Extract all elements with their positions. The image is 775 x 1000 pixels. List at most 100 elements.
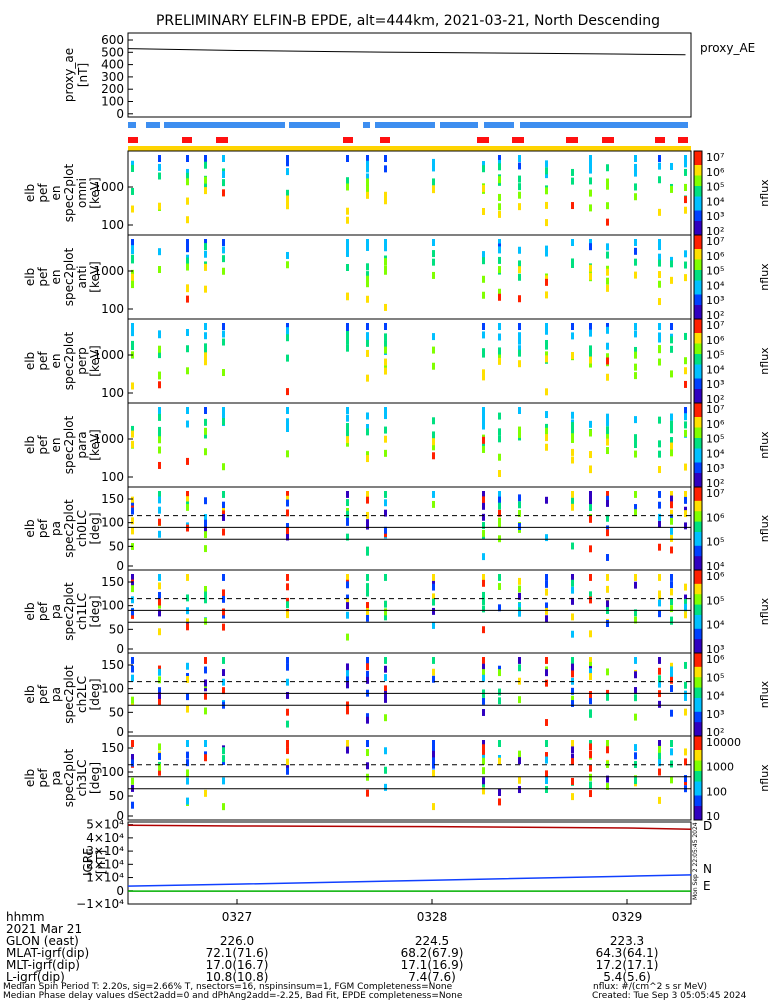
colorbar-cell — [694, 329, 702, 334]
spectrogram-cell — [545, 534, 548, 542]
spectrogram-cell — [286, 767, 289, 775]
spectrogram-cell — [684, 380, 687, 388]
colorbar-cell — [694, 764, 702, 768]
spectrogram-cell — [518, 494, 521, 502]
spectrogram-cell — [222, 323, 225, 330]
spectrogram-cell — [482, 491, 485, 498]
spectrogram-cell — [498, 323, 501, 330]
spectrogram-cell — [222, 623, 225, 631]
colorbar-cell — [694, 413, 702, 418]
spectrogram-cell — [204, 789, 207, 797]
spectrogram-cell — [670, 323, 673, 330]
colorbar-cell — [694, 256, 702, 260]
colorbar-tick-label: 10² — [706, 225, 724, 238]
spectrogram-cell — [286, 159, 289, 167]
spectrogram-cell — [634, 239, 637, 246]
spectrogram-cell — [684, 183, 687, 191]
spectrogram-cell — [589, 574, 592, 581]
igrf-tick-label: 5×10⁴ — [86, 818, 124, 832]
spectrogram-cell — [186, 367, 189, 375]
spectrogram-cell — [432, 362, 435, 370]
spectrogram-cell — [634, 581, 637, 589]
created-stamp: Created: Tue Sep 3 05:05:45 2024 — [592, 991, 747, 1000]
colorbar-cell — [694, 778, 702, 782]
panel-ylabel-line: [keV] — [88, 429, 102, 460]
colorbar-cell — [694, 270, 702, 274]
spectrogram-cell — [131, 527, 134, 535]
panel-ylabel-line: pa — [49, 687, 63, 702]
spectrogram-cell — [366, 455, 369, 463]
spectrogram-cell — [366, 155, 369, 162]
spectrogram-cell — [498, 740, 501, 747]
colorbar-cell — [694, 221, 702, 225]
colorbar-cell — [694, 364, 702, 369]
spectrogram-cell — [545, 719, 548, 726]
panel-ylabel: elbpefenspec2plotomni[keV] — [23, 163, 102, 222]
spectrogram-cell — [545, 423, 548, 431]
spectrogram-panel: 150 100 50 0 elbpefpaspec2plotch1LC[deg] 10⁶ 1… — [23, 569, 771, 656]
colorbar-tick-label: 10⁶ — [706, 250, 725, 263]
spectrogram-cell — [131, 596, 134, 604]
spectrogram-cell — [346, 574, 349, 581]
spectrogram-cell — [545, 278, 548, 286]
spectrogram-cell — [518, 523, 521, 530]
spectrogram-cell — [131, 273, 134, 281]
spectrogram-cell — [589, 764, 592, 772]
colorbar-tick-label: 10⁶ — [706, 166, 725, 179]
colorbar-cell — [694, 806, 702, 810]
spectrogram-cell — [222, 255, 225, 263]
spectrogram-cell — [670, 527, 673, 535]
spectrogram-cell — [670, 501, 673, 509]
spectrogram-cell — [186, 797, 189, 805]
spectrogram-cell — [482, 496, 485, 504]
spectrogram-cell — [204, 692, 207, 700]
spectrogram-cell — [498, 293, 501, 301]
spectrogram-cell — [384, 509, 387, 517]
colorbar-cell — [694, 646, 702, 651]
colorbar-cell — [694, 399, 702, 404]
spectrogram-cell — [684, 491, 687, 498]
spectrogram-cell — [589, 243, 592, 251]
spectrogram-cell — [186, 345, 189, 353]
spectrogram-cell — [346, 439, 349, 447]
status-bar-red — [477, 137, 489, 143]
spectrogram-cell — [498, 288, 501, 296]
spectrogram-cell — [634, 491, 637, 498]
spectrogram-cell — [670, 748, 673, 756]
spectrogram-cell — [286, 202, 289, 210]
spectrogram-cell — [432, 186, 435, 194]
spectrogram-cell — [222, 687, 225, 695]
colorbar-cell — [694, 718, 702, 723]
spectrogram-cell — [606, 740, 609, 747]
spectrogram-cell — [482, 502, 485, 510]
spectrogram-cell — [634, 346, 637, 354]
spectrogram-cell — [571, 663, 574, 671]
colorbar-cell — [694, 594, 702, 599]
colorbar-tick-label: 10⁷ — [706, 487, 724, 500]
spectrogram-cell — [346, 518, 349, 526]
colorbar-cell — [694, 684, 702, 689]
spectrogram-cell — [204, 332, 207, 340]
spectrogram-cell — [684, 206, 687, 214]
colorbar-cell — [694, 287, 702, 292]
spectrogram-cell — [684, 694, 687, 701]
colorbar-cell — [694, 252, 702, 257]
spectrogram-cell — [589, 773, 592, 781]
spectrogram-cell — [366, 424, 369, 432]
spectrogram-cell — [571, 746, 574, 754]
spectrogram-cell — [432, 271, 435, 279]
panel-ylabel: elbpefenspec2plotperp[keV] — [23, 331, 102, 390]
spectrogram-cell — [131, 759, 134, 767]
status-bar-blue — [164, 122, 285, 128]
spectrogram-cell — [658, 657, 661, 664]
colorbar-cell — [694, 361, 702, 365]
spectrogram-cell — [658, 680, 661, 688]
spectrogram-cell — [158, 609, 161, 617]
colorbar-cell — [694, 312, 702, 316]
colorbar-cell — [694, 670, 702, 675]
spectrogram-cell — [482, 553, 485, 561]
spectrogram-cell — [498, 574, 501, 581]
spectrogram-cell — [366, 589, 369, 597]
spectrogram-cell — [545, 355, 548, 363]
panel-ylabel-line: perp — [75, 347, 89, 375]
